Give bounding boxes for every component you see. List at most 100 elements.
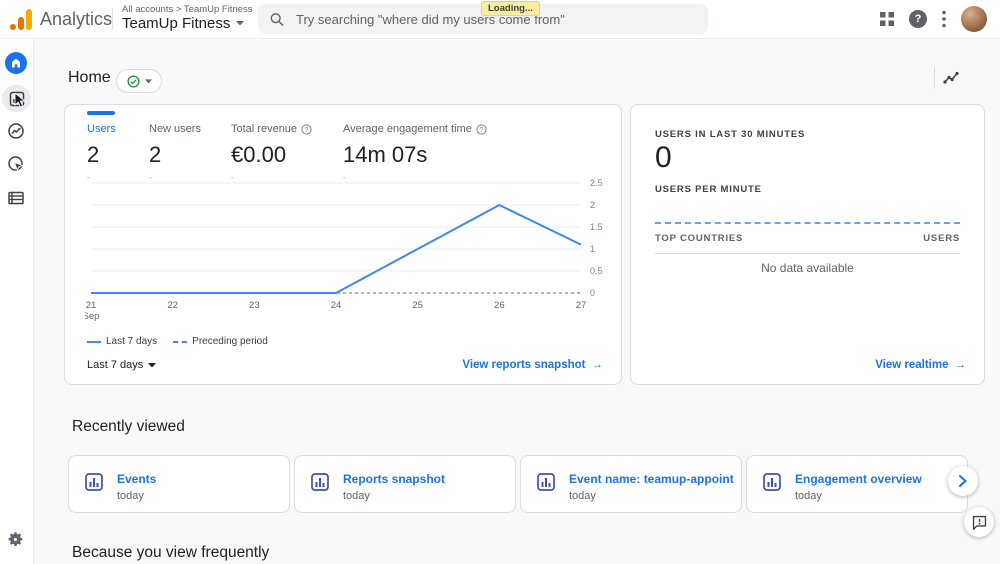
metric-delta: -: [231, 173, 234, 182]
check-circle-icon: [126, 74, 140, 88]
svg-text:21: 21: [86, 300, 97, 311]
view-reports-snapshot-link[interactable]: View reports snapshot →: [462, 359, 603, 371]
metric-label: Average engagement time: [343, 123, 472, 135]
realtime-card: USERS IN LAST 30 MINUTES 0 USERS PER MIN…: [630, 104, 985, 385]
metric-label: New users: [149, 123, 201, 135]
explore-icon: [8, 123, 24, 139]
svg-text:0.5: 0.5: [590, 266, 603, 276]
metric-delta: -: [343, 173, 346, 182]
reports-icon: [9, 91, 24, 106]
per-minute-bar-chart: [655, 222, 960, 224]
insights-button[interactable]: [943, 69, 960, 91]
solid-line-swatch: [87, 340, 101, 343]
date-range-dropdown[interactable]: Last 7 days: [87, 359, 157, 371]
left-sidebar: [0, 39, 34, 564]
arrow-right-icon: →: [954, 359, 967, 371]
feedback-icon: [972, 515, 986, 530]
svg-text:27: 27: [576, 300, 587, 311]
recent-card-sub: today: [795, 490, 822, 502]
users-per-minute-label: USERS PER MINUTE: [655, 184, 762, 195]
sidebar-item-home[interactable]: [5, 52, 27, 74]
svg-text:2: 2: [590, 200, 595, 210]
topbar-divider: [112, 8, 113, 30]
link-label: View reports snapshot: [462, 359, 586, 371]
top-countries-header: TOP COUNTRIES: [655, 233, 744, 244]
user-avatar[interactable]: [961, 6, 987, 32]
svg-text:1.5: 1.5: [590, 222, 603, 232]
account-switcher[interactable]: TeamUp Fitness: [122, 15, 245, 32]
chevron-down-icon: [236, 21, 245, 26]
apps-grid-icon[interactable]: [879, 11, 895, 32]
settings-button[interactable]: [7, 531, 25, 549]
svg-text:1: 1: [590, 244, 595, 254]
dashed-line-swatch: [173, 340, 188, 343]
recent-card-label: Events: [117, 472, 157, 486]
recent-card-events[interactable]: Events today: [68, 455, 290, 513]
arrow-right-icon: →: [591, 359, 604, 371]
metric-tab-new-users[interactable]: New users 2 -: [149, 123, 201, 182]
recent-card-label: Reports snapshot: [343, 472, 446, 486]
insights-icon: [943, 71, 959, 84]
recent-card-sub: today: [117, 490, 144, 502]
date-range-label: Last 7 days: [87, 359, 144, 371]
analytics-logo-icon: [10, 8, 34, 30]
search-input[interactable]: [294, 10, 696, 28]
info-icon: ?: [301, 123, 312, 135]
chevron-right-icon: [959, 475, 967, 487]
metric-delta: -: [87, 173, 90, 182]
users-header: USERS: [923, 233, 960, 244]
svg-text:22: 22: [167, 300, 178, 311]
help-icon[interactable]: ?: [909, 10, 927, 28]
metric-tab-users[interactable]: Users 2 -: [87, 123, 116, 182]
loading-badge: Loading...: [481, 1, 540, 16]
metric-value: €0.00: [231, 142, 287, 167]
top-bar: Analytics All accounts > TeamUp Fitness …: [0, 0, 1000, 39]
svg-text:23: 23: [249, 300, 260, 311]
recent-card-sub: today: [343, 490, 370, 502]
legend-label: Last 7 days: [106, 336, 158, 347]
sidebar-item-advertising[interactable]: [7, 155, 25, 173]
metric-delta: -: [149, 173, 152, 182]
metric-tab-total-revenue[interactable]: Total revenue ? €0.00 -: [231, 123, 312, 182]
recent-card-engagement-overview[interactable]: Engagement overview today: [746, 455, 968, 513]
sidebar-item-library[interactable]: [7, 189, 25, 207]
advertising-icon: [8, 156, 24, 172]
top-countries-header-row: TOP COUNTRIES USERS: [655, 233, 960, 254]
recent-card-reports-snapshot[interactable]: Reports snapshot today: [294, 455, 516, 513]
recently-viewed-title: Recently viewed: [72, 418, 185, 435]
report-card-icon: [311, 473, 329, 491]
metric-value: 14m 07s: [343, 142, 428, 167]
view-realtime-link[interactable]: View realtime →: [875, 359, 966, 371]
svg-text:Sep: Sep: [85, 311, 99, 322]
legend-label: Preceding period: [192, 336, 268, 347]
legend-item-preceding: Preceding period: [173, 336, 268, 347]
svg-text:0: 0: [590, 288, 595, 298]
page-title: Home: [68, 69, 111, 86]
svg-text:24: 24: [331, 300, 342, 311]
svg-text:2.5: 2.5: [590, 178, 603, 188]
recent-card-sub: today: [569, 490, 596, 502]
no-data-text: No data available: [761, 261, 854, 275]
feedback-button[interactable]: [964, 507, 994, 537]
sidebar-item-reports[interactable]: [2, 85, 31, 112]
metric-value: 2: [149, 142, 162, 167]
account-name: TeamUp Fitness: [122, 15, 231, 32]
home-overview-card: Users 2 - New users 2 - Total revenue ? …: [64, 104, 622, 385]
carousel-next-button[interactable]: [948, 466, 978, 496]
selected-metric-indicator: [87, 111, 115, 115]
page-status-dropdown[interactable]: [116, 69, 162, 93]
sidebar-item-explore[interactable]: [7, 122, 25, 140]
users-30min-label: USERS IN LAST 30 MINUTES: [655, 129, 806, 140]
users-30min-value: 0: [655, 141, 672, 174]
metric-tab-avg-engagement-time[interactable]: Average engagement time ? 14m 07s -: [343, 123, 487, 182]
more-vert-icon[interactable]: [942, 10, 946, 33]
metric-label: Total revenue: [231, 123, 298, 135]
report-card-icon: [763, 473, 781, 491]
search-icon: [270, 12, 284, 26]
recent-card-event-name[interactable]: Event name: teamup-appointm... today: [520, 455, 742, 513]
link-label: View realtime: [875, 359, 949, 371]
svg-text:25: 25: [412, 300, 423, 311]
breadcrumb[interactable]: All accounts > TeamUp Fitness: [122, 4, 253, 15]
legend-item-current: Last 7 days: [87, 336, 157, 347]
